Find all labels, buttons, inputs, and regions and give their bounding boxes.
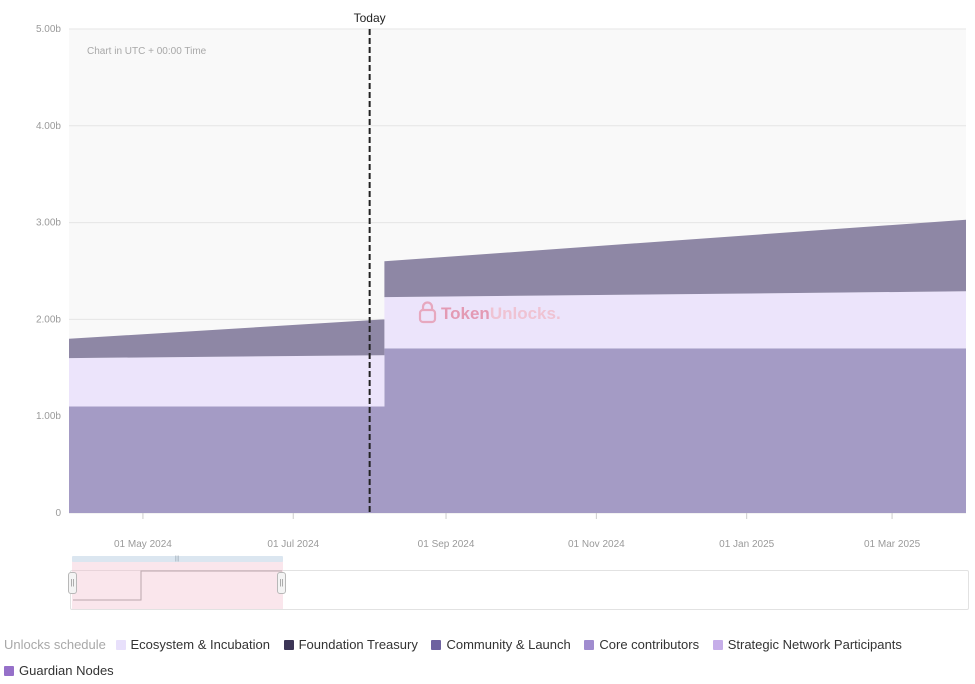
y-tick-label: 4.00b <box>36 121 61 132</box>
legend-item-community-launch[interactable]: Community & Launch <box>431 632 571 658</box>
watermark-brand-b: Unlocks. <box>490 304 561 323</box>
legend-label: Community & Launch <box>446 637 571 652</box>
legend-swatch <box>584 640 595 650</box>
timezone-annotation: Chart in UTC + 00:00 Time <box>87 46 207 57</box>
x-tick-label: 01 Jul 2024 <box>267 539 319 550</box>
legend-label: Core contributors <box>599 637 700 652</box>
legend-item-guardian-nodes[interactable]: Guardian Nodes <box>4 658 114 684</box>
x-tick-label: 01 Sep 2024 <box>418 539 475 550</box>
range-navigator[interactable]: ||| || || <box>68 556 969 610</box>
legend-title: Unlocks schedule <box>4 637 106 652</box>
legend-label: Foundation Treasury <box>298 637 418 652</box>
scrollbar-grip-icon[interactable]: ||| <box>174 556 180 562</box>
watermark-text: TokenUnlocks. <box>441 304 561 323</box>
today-marker[interactable]: Today <box>354 11 386 513</box>
x-tick-label: 01 May 2024 <box>114 539 172 550</box>
y-tick-label: 5.00b <box>36 24 61 35</box>
area-layer-2[interactable] <box>69 219 966 359</box>
navigator-left-handle[interactable]: || <box>68 572 77 594</box>
today-label: Today <box>354 11 386 25</box>
area-layer-1[interactable] <box>69 291 966 407</box>
y-tick-label: 0 <box>55 508 61 519</box>
y-tick-label: 2.00b <box>36 314 61 325</box>
y-axis: 0 1.00b 2.00b 3.00b 4.00b 5.00b <box>36 24 61 519</box>
legend-label: Strategic Network Participants <box>727 637 902 652</box>
x-tick-label: 01 Jan 2025 <box>719 539 774 550</box>
area-layer-0[interactable] <box>69 348 966 513</box>
x-axis: 01 May 2024 01 Jul 2024 01 Sep 2024 01 Nov … <box>114 513 921 550</box>
tokenunlocks-watermark: TokenUnlocks. <box>418 301 561 324</box>
legend-item-ecosystem-incubation[interactable]: Ecosystem & Incubation <box>115 632 270 658</box>
y-tick-label: 1.00b <box>36 411 61 422</box>
legend-swatch <box>283 640 294 650</box>
navigator-scrollbar[interactable]: ||| <box>72 556 283 562</box>
legend-swatch <box>712 640 723 650</box>
legend-swatch <box>4 666 14 676</box>
x-tick-label: 01 Mar 2025 <box>864 539 921 550</box>
legend-swatch <box>431 640 442 650</box>
legend-item-foundation-treasury[interactable]: Foundation Treasury <box>283 632 418 658</box>
navigator-frame <box>70 570 969 610</box>
y-tick-label: 3.00b <box>36 218 61 229</box>
stacked-areas[interactable] <box>69 219 966 513</box>
navigator-right-handle[interactable]: || <box>277 572 286 594</box>
legend-swatch <box>115 640 126 650</box>
legend-label: Guardian Nodes <box>19 663 114 678</box>
unlock-chart: 0 1.00b 2.00b 3.00b 4.00b 5.00b 01 May 2024 01… <box>36 11 966 550</box>
watermark-brand-a: Token <box>441 304 490 323</box>
navigator-selected-range[interactable] <box>72 560 283 609</box>
lock-icon <box>418 301 437 324</box>
navigator-series-line <box>73 570 282 601</box>
legend-item-strategic-network-participants[interactable]: Strategic Network Participants <box>712 632 902 658</box>
legend-item-core-contributors[interactable]: Core contributors <box>584 632 699 658</box>
chart-legend: Unlocks schedule Ecosystem & Incubation … <box>4 632 969 684</box>
legend-label: Ecosystem & Incubation <box>130 637 270 652</box>
x-tick-label: 01 Nov 2024 <box>568 539 625 550</box>
